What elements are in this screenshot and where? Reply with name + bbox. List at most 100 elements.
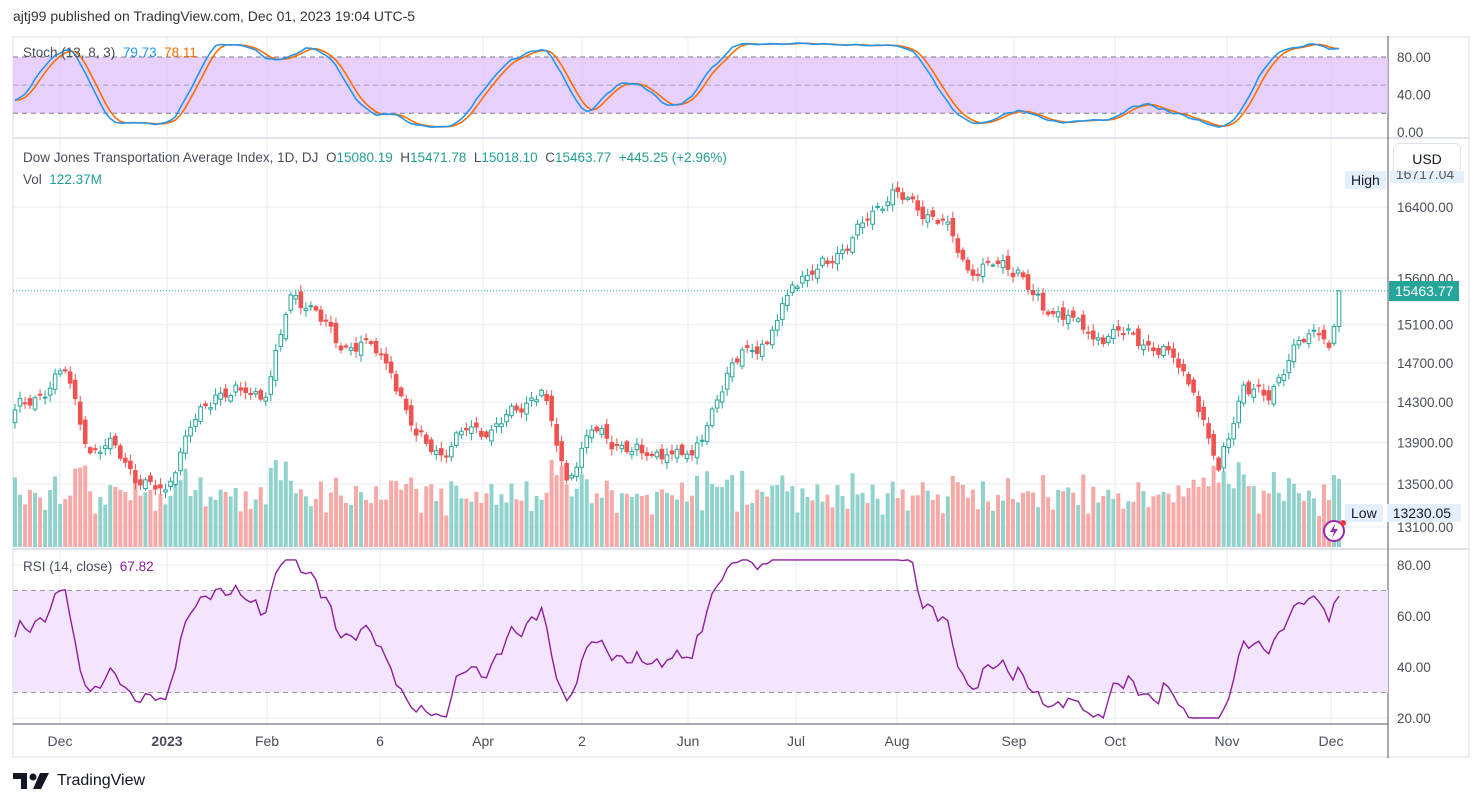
main-legend[interactable]: Dow Jones Transportation Average Index, … [23,150,727,165]
candle-body [308,305,314,308]
candle-body [619,444,625,450]
volume-bar [313,498,318,547]
candle-body [444,455,449,458]
volume-bar [193,490,198,547]
candle-body [148,475,153,482]
volume-bar [183,468,188,547]
volume-bar [905,510,910,547]
volume-bar [554,475,559,547]
volume-bar [1256,513,1261,547]
high-value: 15471.78 [410,150,467,165]
volume-bar [1086,513,1091,547]
volume-bar [273,460,278,547]
volume-bar [1091,486,1096,547]
candle-body [524,402,529,415]
candle-body [263,396,269,402]
volume-bar [158,494,163,547]
candle-body [383,353,389,364]
candle-body [92,448,98,451]
volume-bar [1201,477,1206,547]
rsi-label: RSI (14, close) [23,559,113,574]
volume-bar [434,500,439,547]
candle-body [293,294,299,300]
volume-bar [484,493,489,547]
candle-body [1216,457,1221,471]
candle-body [248,393,254,396]
volume-bar [238,511,243,547]
candle-body [769,329,775,346]
candle-body [875,205,880,208]
volume-bar [1337,479,1342,547]
volume-bar [399,489,404,547]
candle-body [338,345,344,351]
volume-bar [1301,500,1306,547]
candle-body [870,210,875,225]
candle-body [1126,328,1131,331]
lightning-alert-icon[interactable] [1322,518,1346,542]
candle-body [238,387,243,391]
candle-body [198,406,203,422]
candle-body [57,370,63,375]
volume-bar [153,510,158,547]
volume-bar [690,495,695,547]
volume-bar [735,511,740,547]
candle-body [719,391,725,403]
volume-bar [750,502,755,547]
volume-bar [795,512,800,547]
candle-body [1075,318,1081,322]
candle-body [810,270,815,275]
candle-body [739,349,745,367]
rsi-value: 67.82 [119,559,154,574]
volume-bar [840,496,845,547]
candle-body [62,369,68,372]
volume-bar [1271,471,1276,547]
volume-bar [685,501,690,547]
candle-body [1191,379,1196,393]
volume-bar [138,495,143,547]
volume-bar [1321,484,1326,547]
volume-bar [1206,486,1211,547]
low-marker-label: Low [1345,504,1383,522]
volume-bar [379,499,384,547]
candle-body [669,450,675,455]
candle-body [358,341,364,356]
candle-body [624,441,630,453]
volume-bar [680,482,685,547]
volume-bar [1151,496,1156,547]
volume-bar [213,499,218,547]
candle-body [965,259,971,271]
candle-body [273,349,279,381]
volume-bar [915,495,920,547]
volume-bar [549,460,554,547]
candle-body [484,431,489,438]
volume-bar [168,495,173,547]
volume-bar [524,481,529,547]
volume-bar [945,496,950,547]
volume-bar [1071,492,1076,547]
candle-body [1085,331,1091,334]
candle-body [764,341,770,345]
candle-body [213,394,218,405]
candle-body [694,442,700,459]
candle-body [795,286,800,290]
rsi-legend[interactable]: RSI (14, close) 67.82 [23,559,154,574]
volume-bar [1236,462,1241,547]
volume-bar [755,489,760,547]
candle-body [579,447,585,468]
candle-body [77,401,83,425]
tradingview-footer[interactable]: TradingView [13,772,145,790]
candle-body [1206,423,1211,439]
volume-bar [649,514,654,547]
stoch-legend[interactable]: Stoch (13, 8, 3) 79.73 78.11 [23,45,197,60]
candle-body [1326,342,1332,348]
volume-legend[interactable]: Vol 122.37M [23,172,102,187]
candle-body [1101,337,1106,345]
candle-body [173,472,178,485]
volume-bar [995,494,1000,547]
volume-bar [178,480,183,547]
candle-body [47,387,53,396]
volume-bar [1146,507,1151,547]
currency-button[interactable]: USD [1393,143,1461,175]
candle-body [664,454,670,463]
